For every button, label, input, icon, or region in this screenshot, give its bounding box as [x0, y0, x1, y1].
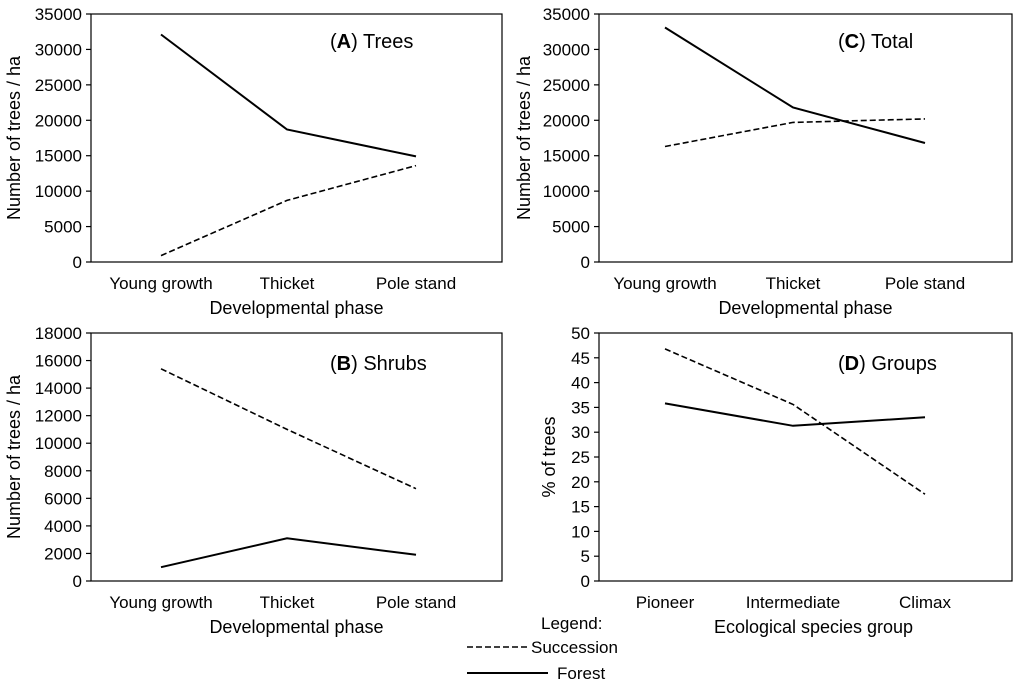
- panel-b-xtick-label: Thicket: [260, 593, 315, 612]
- panel-d-ytick-label: 5: [581, 547, 590, 566]
- panel-a-title: (A) Trees: [330, 31, 413, 53]
- panel-b-xlabel: Developmental phase: [209, 617, 383, 637]
- panel-c-ytick-label: 20000: [543, 111, 590, 130]
- panel-d-ytick-label: 15: [571, 498, 590, 517]
- panel-d-ytick-label: 0: [581, 572, 590, 591]
- panel-b-ytick-label: 0: [73, 572, 82, 591]
- panel-b-ytick-label: 4000: [44, 517, 82, 536]
- panel-b-xtick-label: Young growth: [109, 593, 212, 612]
- panel-b-series-succession: [160, 368, 417, 490]
- panel-b-title: (B) Shrubs: [330, 353, 427, 375]
- panel-d-ytick-label: 20: [571, 473, 590, 492]
- panel-a-ytick-label: 5000: [44, 218, 82, 237]
- legend-succession-label: Succession: [531, 638, 618, 657]
- panel-b-ytick-label: 18000: [35, 324, 82, 343]
- panel-d-ytick-label: 45: [571, 349, 590, 368]
- panel-d: 0 5 10 15 20 25 30 35 40 45 50 Pioneer Intermediate C…: [539, 324, 1013, 637]
- panel-c-ytick-label: 5000: [552, 218, 590, 237]
- panel-c-ytick-label: 25000: [543, 76, 590, 95]
- panel-c-title: (C) Total: [838, 31, 913, 53]
- panel-c-ytick-label: 0: [581, 253, 590, 272]
- panel-a-ytick-label: 25000: [35, 76, 82, 95]
- legend: Legend: Succession Forest: [467, 614, 618, 683]
- panel-a-xtick-label: Pole stand: [376, 274, 456, 293]
- panel-c-ytick-label: 10000: [543, 182, 590, 201]
- panel-a-xtick-label: Thicket: [260, 274, 315, 293]
- panel-d-ytick-label: 25: [571, 448, 590, 467]
- panel-a-ytick-label: 30000: [35, 40, 82, 59]
- panel-a-ylabel: Number of trees / ha: [4, 55, 24, 220]
- panel-d-ytick-label: 40: [571, 374, 590, 393]
- panel-d-ytick-label: 35: [571, 398, 590, 417]
- panel-b-ytick-label: 10000: [35, 434, 82, 453]
- legend-forest-label: Forest: [557, 664, 605, 683]
- panel-d-xtick-label: Pioneer: [636, 593, 695, 612]
- panel-c-ytick-label: 15000: [543, 147, 590, 166]
- panel-d-ylabel: % of trees: [539, 416, 559, 497]
- panel-a-frame: [90, 13, 503, 263]
- panel-d-ytick-label: 50: [571, 324, 590, 343]
- panel-b-frame: [90, 332, 503, 582]
- panel-b-series-forest: [160, 537, 417, 569]
- panel-a-xtick-label: Young growth: [109, 274, 212, 293]
- panel-b-ytick-label: 14000: [35, 379, 82, 398]
- panel-a-ytick-label: 35000: [35, 5, 82, 24]
- panel-a-xlabel: Developmental phase: [209, 298, 383, 318]
- panel-c-xlabel: Developmental phase: [718, 298, 892, 318]
- panel-c-ytick-label: 30000: [543, 40, 590, 59]
- panel-d-series-forest: [664, 402, 926, 427]
- panel-d-ytick-label: 10: [571, 522, 590, 541]
- panel-c-ylabel: Number of trees / ha: [514, 55, 534, 220]
- panel-d-frame: [598, 332, 1013, 582]
- panel-b: 0 2000 4000 6000 8000 10000 12000 14000 16000 180…: [4, 324, 503, 637]
- panel-b-ylabel: Number of trees / ha: [4, 374, 24, 539]
- panel-a: 0 5000 10000 15000 20000 25000 30000 35000 Young…: [4, 5, 503, 318]
- panel-a-series-succession: [160, 164, 417, 257]
- panel-c-xtick-label: Thicket: [766, 274, 821, 293]
- legend-title: Legend:: [541, 614, 602, 633]
- panel-d-series-succession: [664, 348, 926, 495]
- panel-d-ytick-label: 30: [571, 423, 590, 442]
- panel-b-ytick-label: 6000: [44, 489, 82, 508]
- panel-b-ytick-label: 16000: [35, 352, 82, 371]
- panel-a-ytick-label: 0: [73, 253, 82, 272]
- panel-d-xlabel: Ecological species group: [714, 617, 913, 637]
- panel-c-series-succession: [664, 118, 926, 148]
- panel-d-xtick-label: Climax: [899, 593, 951, 612]
- panel-d-xtick-label: Intermediate: [746, 593, 841, 612]
- panel-c-xtick-label: Pole stand: [885, 274, 965, 293]
- panel-c-xtick-label: Young growth: [613, 274, 716, 293]
- panel-d-title: (D) Groups: [838, 353, 937, 375]
- panel-c-ytick-label: 35000: [543, 5, 590, 24]
- panel-c-series-forest: [664, 26, 926, 144]
- panel-b-xtick-label: Pole stand: [376, 593, 456, 612]
- panel-b-ytick-label: 12000: [35, 407, 82, 426]
- panel-a-series-forest: [160, 33, 417, 158]
- panel-a-ytick-label: 20000: [35, 111, 82, 130]
- panel-b-ytick-label: 8000: [44, 462, 82, 481]
- panel-c-frame: [598, 13, 1013, 263]
- panel-a-ytick-label: 15000: [35, 147, 82, 166]
- panel-b-ytick-label: 2000: [44, 544, 82, 563]
- panel-a-ytick-label: 10000: [35, 182, 82, 201]
- panel-c: 0 5000 10000 15000 20000 25000 30000 35000 Young…: [514, 5, 1013, 318]
